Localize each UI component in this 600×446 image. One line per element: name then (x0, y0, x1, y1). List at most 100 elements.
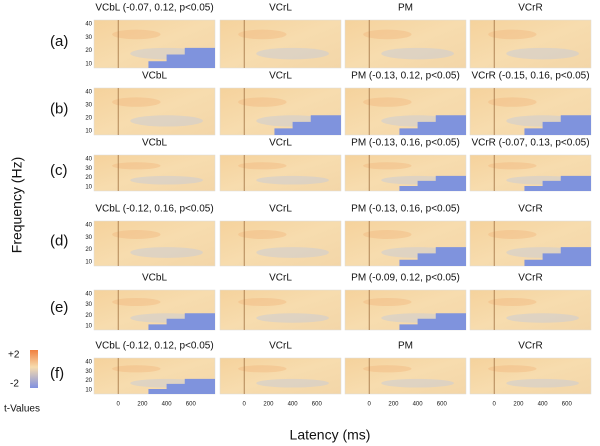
heatmap (93, 220, 216, 267)
row-label: (b) (50, 100, 68, 117)
heatmap-shade (363, 230, 412, 239)
x-tick-label: 200 (137, 402, 148, 408)
panel-title: VCrR (518, 341, 542, 352)
panel-title: VCrL (269, 341, 292, 352)
heatmap-shade (488, 365, 537, 373)
heatmap (344, 19, 467, 69)
heatmap-shade (238, 365, 287, 373)
heatmap-shade (130, 115, 203, 127)
heatmap-shade (488, 230, 537, 239)
panel-title: VCrL (269, 138, 292, 149)
panel-title: VCbL (142, 138, 167, 149)
heatmap (219, 357, 342, 395)
heatmap-shade (130, 175, 203, 185)
y-tick-label: 10 (85, 129, 92, 135)
y-tick-label: 30 (85, 35, 92, 41)
heatmap-shade (363, 97, 412, 107)
significant-cluster (399, 175, 466, 191)
heatmap-shade (256, 175, 329, 185)
y-tick-label: 20 (85, 48, 92, 54)
colorbar (30, 350, 38, 388)
y-tick-label: 10 (85, 260, 92, 266)
heatmap-shade (256, 313, 329, 323)
y-tick-label: 20 (85, 116, 92, 122)
heatmap (219, 289, 342, 331)
y-tick-label: 40 (85, 157, 92, 163)
significant-cluster (148, 47, 215, 68)
colorbar-max: +2 (8, 350, 20, 361)
heatmap-shade (112, 162, 161, 170)
heatmap-shade (238, 29, 287, 40)
heatmap-shade (112, 298, 161, 306)
x-tick-label: 600 (562, 402, 573, 408)
panel-title: VCbL (-0.07, 0.12, p<0.05) (95, 3, 213, 14)
y-tick-label: 20 (85, 313, 92, 319)
panel-title: PM (-0.13, 0.16, p<0.05) (351, 204, 460, 215)
panel-title: VCrL (269, 71, 292, 82)
heatmap-shade (363, 29, 412, 40)
heatmap-shade (256, 47, 329, 60)
heatmap-shade (238, 162, 287, 170)
y-tick-label: 10 (85, 185, 92, 191)
x-tick-label: 400 (288, 402, 299, 408)
heatmap (219, 19, 342, 69)
x-tick-label: 200 (388, 402, 399, 408)
x-tick-label: 600 (312, 402, 323, 408)
heatmap-shade (238, 230, 287, 239)
significant-cluster (399, 247, 466, 266)
y-tick-label: 30 (85, 103, 92, 109)
y-tick-label: 40 (85, 90, 92, 96)
panel-title: PM (-0.09, 0.12, p<0.05) (351, 273, 460, 284)
heatmap-shade (363, 162, 412, 170)
panel-title: VCrR (-0.07, 0.13, p<0.05) (471, 138, 589, 149)
panel-title: VCrR (518, 3, 542, 14)
y-axis-label: Frequency (Hz) (9, 157, 25, 253)
panel-title: VCrR (518, 273, 542, 284)
x-tick-label: 0 (243, 402, 247, 408)
heatmap-shade (506, 378, 579, 388)
x-tick-label: 600 (186, 402, 197, 408)
heatmap-shade (112, 97, 161, 107)
colorbar-title: t-Values (4, 404, 40, 415)
x-tick-label: 200 (263, 402, 274, 408)
heatmap-shade (238, 298, 287, 306)
heatmap-shade (488, 29, 537, 40)
significant-cluster (524, 247, 591, 266)
y-tick-label: 20 (85, 247, 92, 253)
heatmap-shade (488, 162, 537, 170)
heatmap-shade (256, 247, 329, 258)
y-tick-label: 20 (85, 175, 92, 181)
x-tick-label: 0 (117, 402, 121, 408)
colorbar-min: -2 (10, 379, 19, 390)
y-tick-label: 10 (85, 62, 92, 68)
panel-title: PM (-0.13, 0.16, p<0.05) (351, 138, 460, 149)
heatmap-shade (130, 247, 203, 258)
y-tick-label: 30 (85, 166, 92, 172)
panel-title: VCrR (-0.15, 0.16, p<0.05) (471, 71, 589, 82)
significant-cluster (524, 115, 591, 135)
heatmap-shade (112, 365, 161, 373)
x-tick-label: 0 (493, 402, 497, 408)
heatmap-shade (488, 97, 537, 107)
row-label: (e) (50, 299, 68, 316)
heatmap-shade (381, 378, 454, 388)
heatmap-shade (363, 298, 412, 306)
heatmap-shade (256, 378, 329, 388)
panel-title: VCrL (269, 204, 292, 215)
y-tick-label: 10 (85, 388, 92, 394)
heatmap (344, 357, 467, 395)
panel-title: PM (398, 341, 413, 352)
panel-title: VCrL (269, 3, 292, 14)
y-tick-label: 40 (85, 360, 92, 366)
row-label: (a) (50, 33, 68, 50)
panel-title: VCbL (-0.12, 0.16, p<0.05) (95, 204, 213, 215)
heatmap-shade (488, 298, 537, 306)
heatmap-shade (363, 365, 412, 373)
x-tick-label: 0 (368, 402, 372, 408)
heatmap-shade (238, 97, 287, 107)
heatmap (93, 154, 216, 192)
x-tick-label: 400 (413, 402, 424, 408)
panel-title: VCbL (142, 273, 167, 284)
heatmap-shade (506, 313, 579, 323)
